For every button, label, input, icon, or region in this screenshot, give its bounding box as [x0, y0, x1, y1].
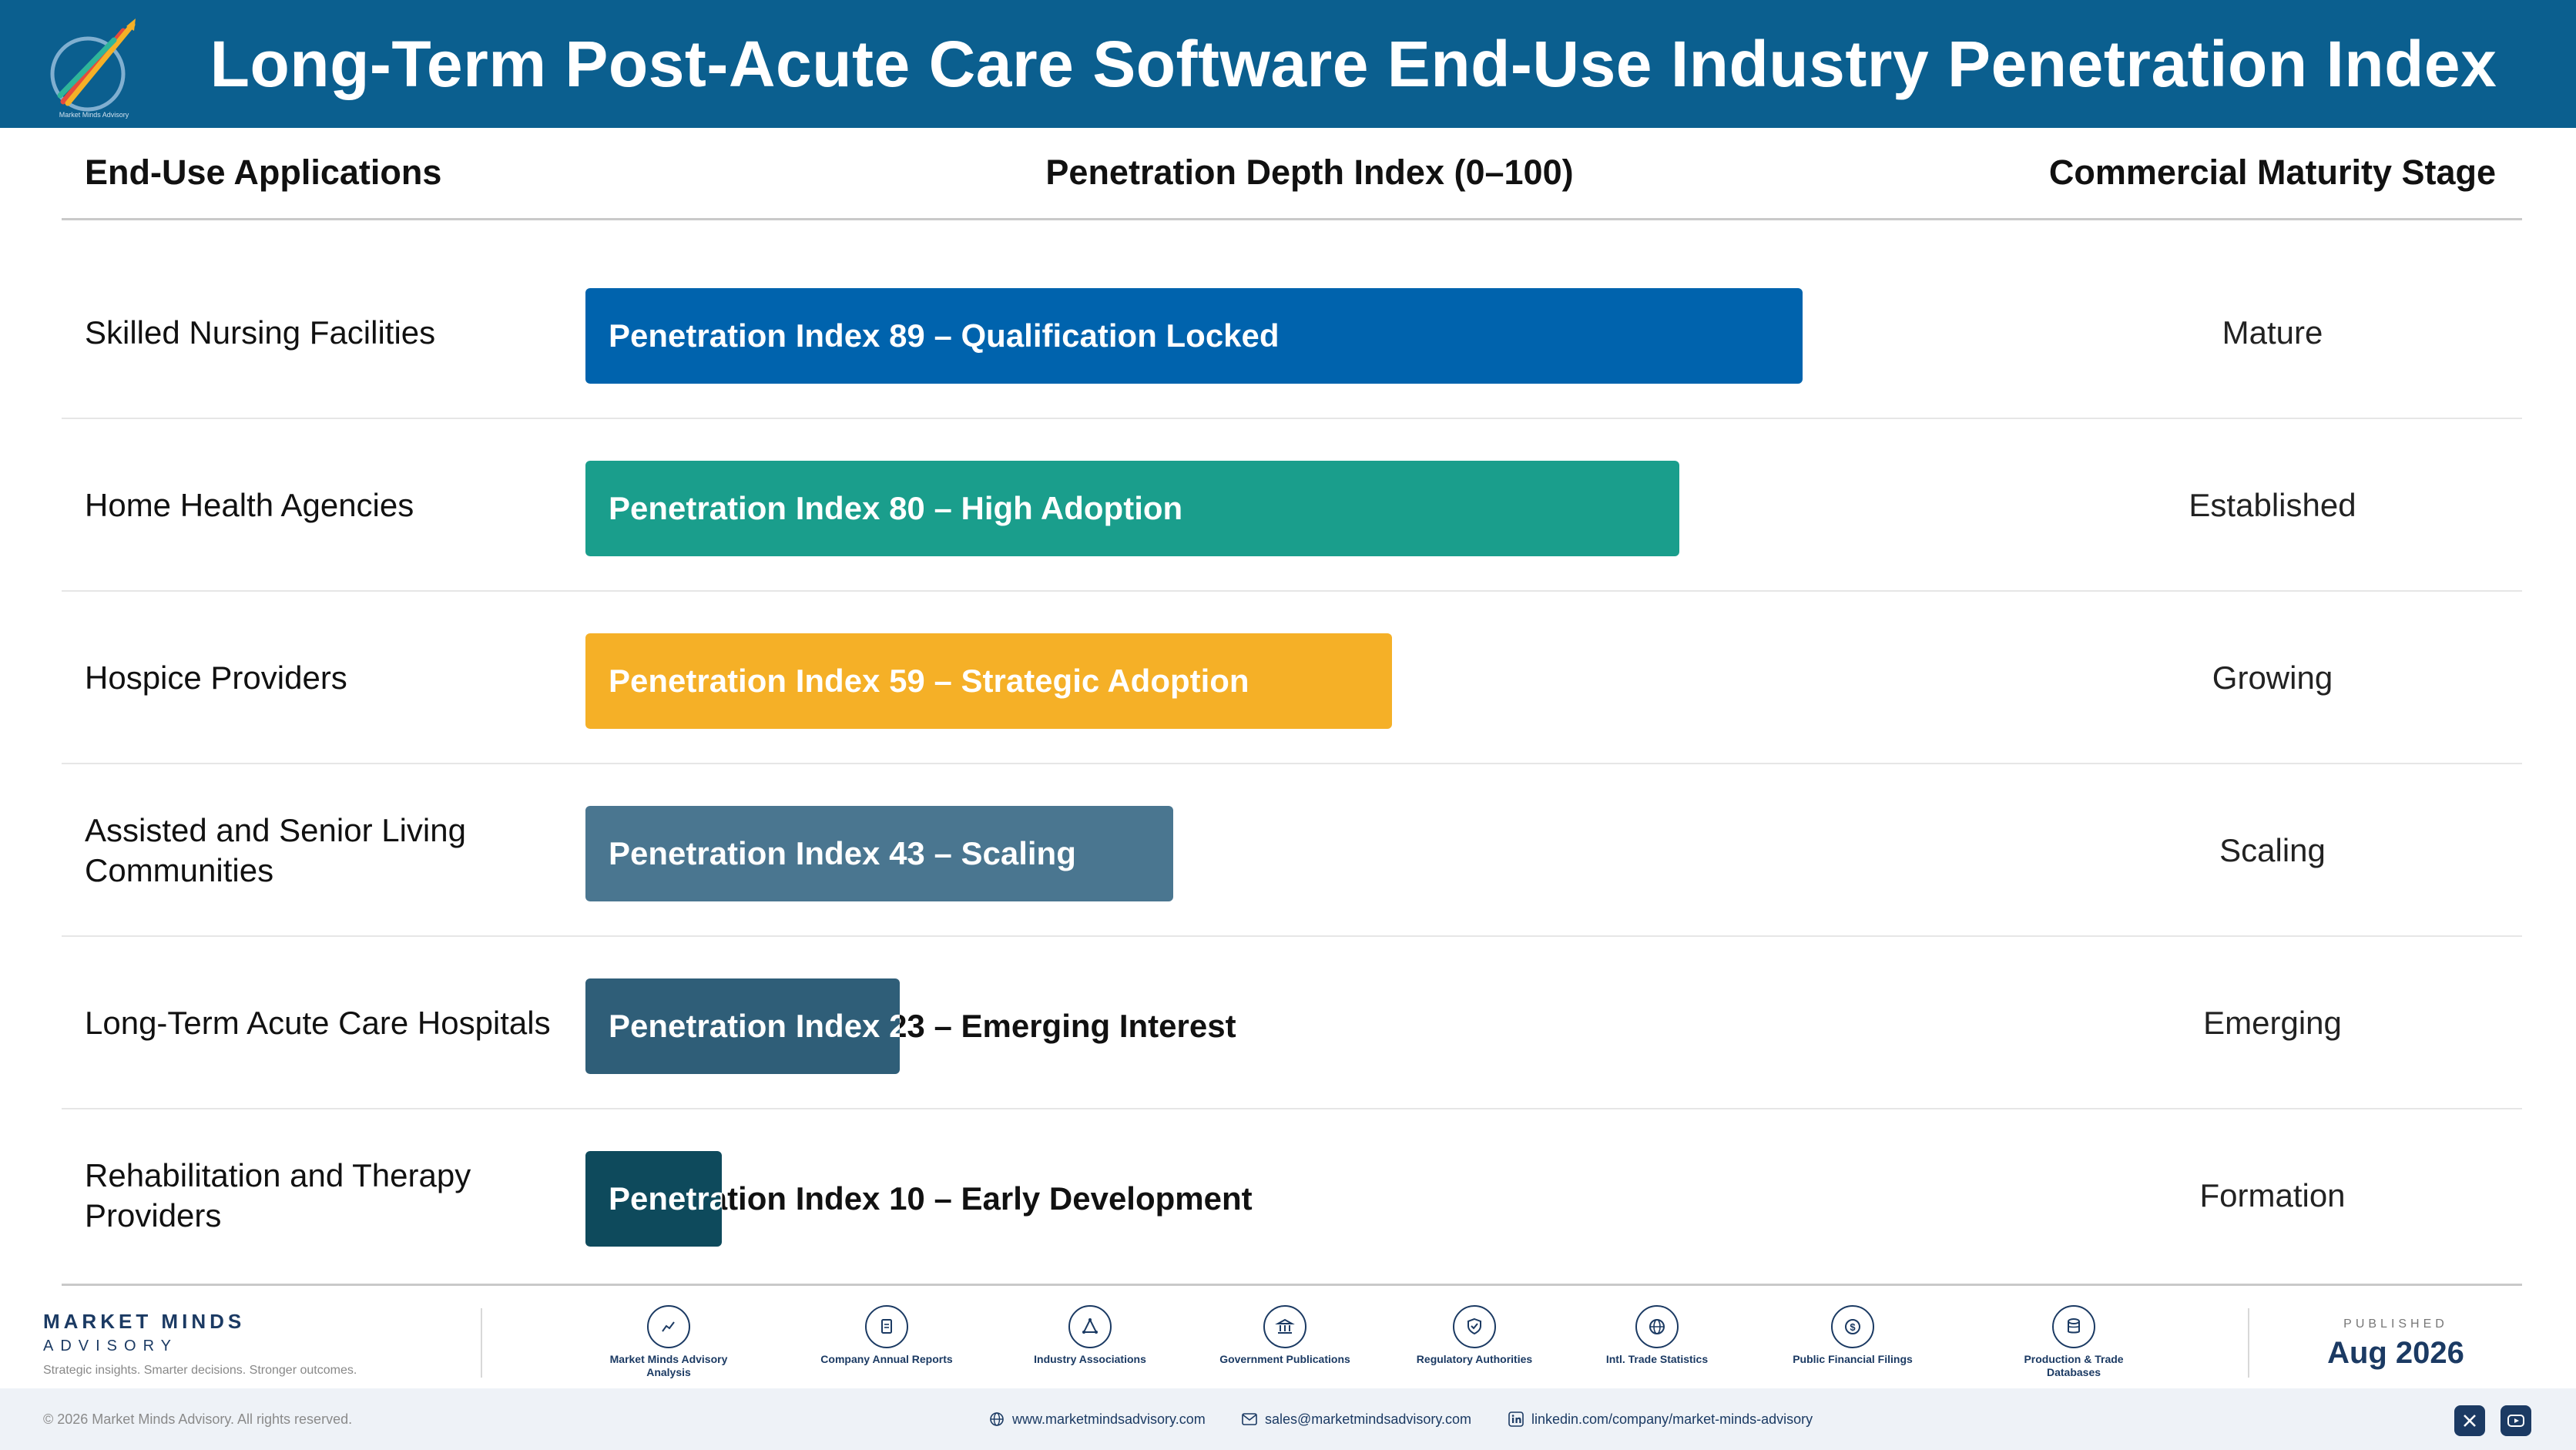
source-item: $ Public Financial Filings — [1783, 1305, 1922, 1366]
source-label: Government Publications — [1219, 1353, 1350, 1365]
header-banner: Market Minds Advisory Long-Term Post-Acu… — [0, 0, 2576, 128]
row-divider — [62, 590, 2522, 592]
brand-tagline: Strategic insights. Smarter decisions. S… — [43, 1364, 357, 1377]
linkedin-icon — [1508, 1411, 1524, 1427]
category-label: Skilled Nursing Facilities — [85, 314, 436, 351]
subfooter: © 2026 Market Minds Advisory. All rights… — [0, 1388, 2576, 1450]
source-label: Company Annual Reports — [820, 1353, 953, 1365]
bar-area: Penetration Index 80 – High Adoption — [585, 419, 2126, 592]
table-row: Skilled Nursing Facilities Penetration In… — [62, 247, 2522, 419]
category-label: Long-Term Acute Care Hospitals — [85, 1005, 551, 1041]
bar-label: Penetration Index 59 – Strategic Adoptio… — [609, 633, 1249, 729]
svg-text:$: $ — [1850, 1321, 1856, 1333]
page-title: Long-Term Post-Acute Care Software End-U… — [210, 27, 2497, 100]
maturity-stage: Established — [2189, 487, 2356, 523]
source-item: Intl. Trade Statistics — [1588, 1305, 1726, 1366]
row-divider — [62, 418, 2522, 419]
bar-label: Penetration Index 89 – Qualification Loc… — [609, 288, 1280, 384]
bottom-divider — [62, 1284, 2522, 1286]
source-item: Production & Trade Databases — [2004, 1305, 2143, 1379]
source-label: Intl. Trade Statistics — [1605, 1353, 1709, 1365]
source-item: Regulatory Authorities — [1405, 1305, 1544, 1366]
x-icon — [2464, 1415, 2476, 1427]
category-label: Rehabilitation and Therapy Providers — [85, 1157, 471, 1234]
source-item: Government Publications — [1216, 1305, 1354, 1366]
maturity-stage: Mature — [2222, 314, 2323, 351]
trend-line-icon — [647, 1305, 690, 1348]
bar-label: Penetration Index 23 – Emerging Interest — [609, 978, 1236, 1074]
maturity-stage: Growing — [2212, 660, 2333, 696]
brand-sub: ADVISORY — [43, 1338, 178, 1354]
table-row: Home Health Agencies Penetration Index 80… — [62, 419, 2522, 592]
building-icon — [1263, 1305, 1306, 1348]
source-item: Industry Associations — [1021, 1305, 1159, 1366]
penetration-bar — [585, 461, 1679, 556]
bar-area: Penetration Index 10 – Early Development — [585, 1109, 2126, 1282]
brand-name: MARKET MINDS — [43, 1310, 246, 1333]
mail-icon — [1242, 1413, 1257, 1425]
maturity-stage: Emerging — [2203, 1005, 2342, 1041]
youtube-icon — [2507, 1415, 2524, 1427]
bar-area: Penetration Index 59 – Strategic Adoptio… — [585, 592, 2126, 764]
website-text: www.marketmindsadvisory.com — [1012, 1411, 1206, 1427]
maturity-stage: Scaling — [2219, 832, 2326, 868]
document-icon — [865, 1305, 908, 1348]
bar-area: Penetration Index 23 – Emerging Interest — [585, 937, 2126, 1109]
shield-icon — [1453, 1305, 1496, 1348]
svg-text:Market Minds Advisory: Market Minds Advisory — [59, 111, 129, 119]
row-divider — [62, 1108, 2522, 1109]
network-icon — [1068, 1305, 1112, 1348]
bar-label: Penetration Index 10 – Early Development — [609, 1151, 1253, 1247]
youtube-social-button[interactable] — [2501, 1405, 2531, 1436]
category-label: Hospice Providers — [85, 660, 347, 696]
penetration-bar — [585, 978, 901, 1074]
email-text: sales@marketmindsadvisory.com — [1265, 1411, 1472, 1427]
source-item: Company Annual Reports — [817, 1305, 956, 1366]
maturity-stage: Formation — [2199, 1177, 2346, 1213]
bar-area: Penetration Index 43 – Scaling — [585, 764, 2126, 937]
source-label: Industry Associations — [1034, 1353, 1146, 1365]
logo-icon: Market Minds Advisory — [50, 18, 136, 119]
category-label: Home Health Agencies — [85, 487, 414, 523]
globe-icon — [1635, 1305, 1679, 1348]
penetration-bar — [585, 288, 1803, 384]
header-divider — [62, 218, 2522, 220]
linkedin-text: linkedin.com/company/market-minds-adviso… — [1531, 1411, 1813, 1427]
source-item: Market Minds Advisory Analysis — [599, 1305, 738, 1379]
website-link[interactable]: www.marketmindsadvisory.com — [989, 1388, 1206, 1450]
table-row: Assisted and Senior Living Communities Pe… — [62, 764, 2522, 937]
x-social-button[interactable] — [2454, 1405, 2485, 1436]
category-label: Assisted and Senior Living Communities — [85, 812, 466, 888]
table-row: Long-Term Acute Care Hospitals Penetratio… — [62, 937, 2522, 1109]
database-icon — [2052, 1305, 2095, 1348]
column-header-stage: Commercial Maturity Stage — [2048, 153, 2497, 192]
column-header-applications: End-Use Applications — [85, 153, 442, 192]
dollar-icon: $ — [1831, 1305, 1874, 1348]
table-row: Rehabilitation and Therapy Providers Pene… — [62, 1109, 2522, 1282]
footer-divider — [481, 1308, 482, 1378]
column-header-depth: Penetration Depth Index (0–100) — [1045, 153, 1574, 192]
bar-label: Penetration Index 80 – High Adoption — [609, 461, 1182, 556]
source-label: Regulatory Authorities — [1416, 1353, 1533, 1365]
footer: MARKET MINDS ADVISORY Strategic insights… — [0, 1294, 2576, 1388]
source-label: Public Financial Filings — [1793, 1353, 1913, 1365]
penetration-bar — [585, 806, 1174, 901]
source-label: Production & Trade Databases — [2024, 1353, 2124, 1378]
bar-area: Penetration Index 89 – Qualification Loc… — [585, 247, 2126, 419]
globe-icon — [990, 1412, 1004, 1426]
copyright: © 2026 Market Minds Advisory. All rights… — [43, 1411, 353, 1427]
table-row: Hospice Providers Penetration Index 59 – … — [62, 592, 2522, 764]
footer-divider — [2248, 1308, 2249, 1378]
published-date: Aug 2026 — [2327, 1336, 2464, 1370]
row-divider — [62, 935, 2522, 937]
email-link[interactable]: sales@marketmindsadvisory.com — [1242, 1388, 1471, 1450]
bar-label: Penetration Index 43 – Scaling — [609, 806, 1076, 901]
row-divider — [62, 763, 2522, 764]
published-label: PUBLISHED — [2343, 1317, 2448, 1331]
linkedin-link[interactable]: linkedin.com/company/market-minds-adviso… — [1508, 1388, 1813, 1450]
penetration-bar — [585, 1151, 723, 1247]
source-label: Market Minds Advisory Analysis — [609, 1353, 728, 1378]
penetration-bar — [585, 633, 1393, 729]
